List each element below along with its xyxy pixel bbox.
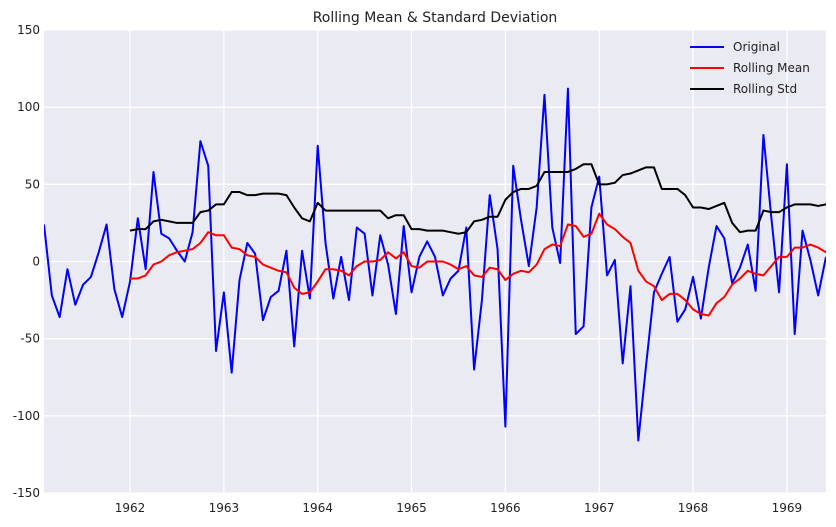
series-layer <box>44 87 826 442</box>
y-tick-label: -50 <box>20 332 40 346</box>
x-tick-label: 1964 <box>302 501 333 515</box>
x-axis-ticks: 1962 1963 1964 1965 1966 1967 1968 1969 <box>115 501 802 515</box>
x-tick-label: 1966 <box>490 501 521 515</box>
y-tick-label: -150 <box>13 486 40 500</box>
y-tick-label: 0 <box>32 255 40 269</box>
legend-label: Rolling Std <box>733 82 797 96</box>
x-tick-label: 1962 <box>115 501 146 515</box>
grid-lines <box>44 29 826 494</box>
y-axis-ticks: -150 -100 -50 0 50 100 150 <box>13 23 40 500</box>
x-tick-label: 1965 <box>396 501 427 515</box>
x-tick-label: 1968 <box>678 501 709 515</box>
x-tick-label: 1963 <box>209 501 240 515</box>
y-tick-label: 100 <box>17 100 40 114</box>
y-tick-label: 150 <box>17 23 40 37</box>
y-tick-label: 50 <box>25 177 40 191</box>
chart-title: Rolling Mean & Standard Deviation <box>313 10 558 26</box>
legend: Original Rolling Mean Rolling Std <box>690 40 810 96</box>
y-tick-label: -100 <box>13 409 40 423</box>
series-line-rolling-mean <box>130 212 826 317</box>
series-line-original <box>44 87 826 442</box>
legend-label: Rolling Mean <box>733 61 810 75</box>
legend-label: Original <box>733 40 780 54</box>
x-tick-label: 1969 <box>772 501 803 515</box>
series-line-rolling-std <box>129 163 826 235</box>
x-tick-label: 1967 <box>584 501 615 515</box>
